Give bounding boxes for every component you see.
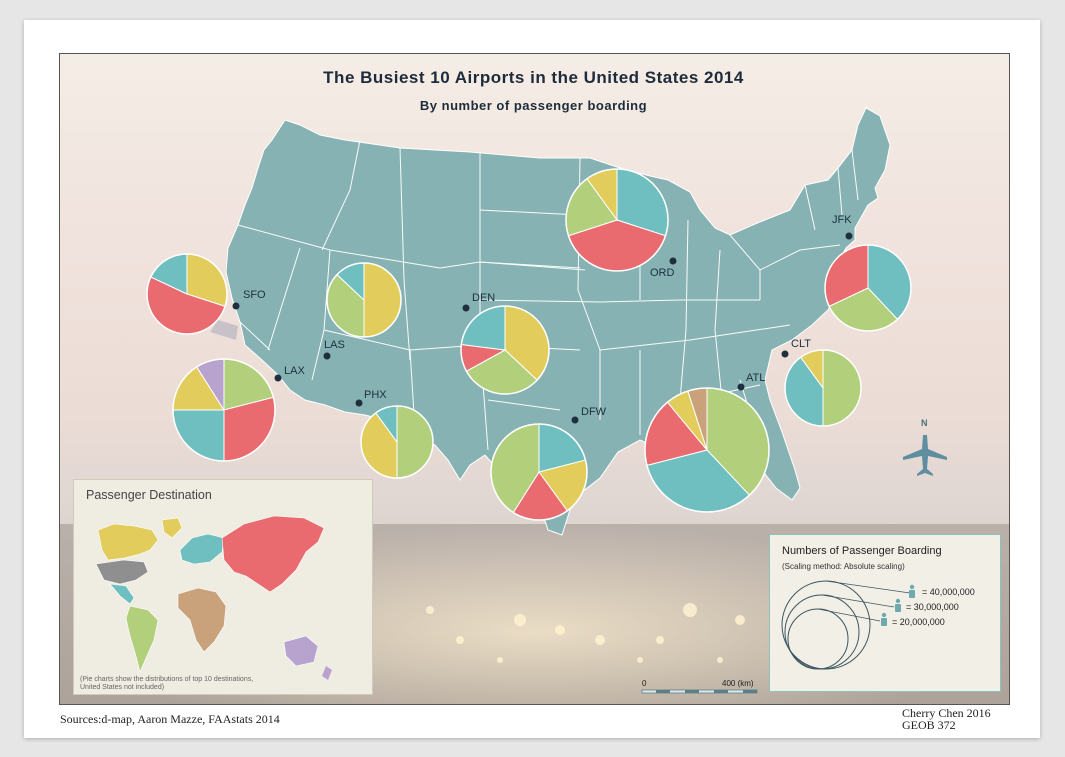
legend-graphic [781,580,915,670]
credit-course: GEOB 372 [902,718,956,732]
pie-outline-las [326,262,402,338]
airport-label-jfk: JFK [832,214,852,226]
region-central-america [109,583,135,605]
map-title: The Busiest 10 Airports in the United St… [323,68,744,87]
airport-label-ord: ORD [650,267,675,279]
pie-charts [146,168,912,521]
world-map [95,515,332,680]
airport-dot-den [462,304,470,312]
pie-outline-ord [565,168,669,272]
credit-block: Cherry Chen 2016 GEOB 372 [902,707,991,731]
legend-circle-20m [787,608,849,670]
inset-note-line-1: (Pie charts show the distributions of to… [80,676,254,683]
pie-outline-phx [360,405,434,479]
legend-circle-40m [781,580,871,670]
inset-note-line-2: United States not included) [80,684,165,691]
region-africa [177,587,227,653]
region-oceania [283,635,319,667]
legend-value-20m: = 20,000,000 [892,617,945,627]
airport-dot-sfo [232,302,240,310]
legend-value-40m: = 40,000,000 [922,587,975,597]
legend-circle-30m [784,594,860,670]
airport-dot-atl [737,383,745,391]
pie-outline-clt [784,349,862,427]
airport-dot-lax [274,374,282,382]
airport-dot-phx [355,399,363,407]
legend-value-30m: = 30,000,000 [906,602,959,612]
runway-lights [426,596,784,663]
pie-outline-den [460,305,550,395]
inset-note: (Pie charts show the distributions of to… [80,676,300,692]
sfo-pie-connector [210,320,238,340]
legend-title: Numbers of Passenger Boarding [782,545,942,557]
airport-label-sfo: SFO [243,289,266,301]
pie-outline-jfk [824,244,912,332]
airport-label-lax: LAX [284,365,305,377]
pie-outline-atl [644,387,770,513]
pie-outline-lax [172,358,276,462]
region-north-america [97,523,159,561]
destination-inset: Passenger Destination (Pie charts show t… [73,479,373,695]
credit-author: Cherry Chen 2016 [902,706,991,720]
pie-slice-clt-0 [822,349,862,427]
legend-subtitle: (Scaling method: Absolute scaling) [782,562,905,571]
pie-outline-sfo [146,253,228,335]
region-south-america [125,605,159,673]
map-subtitle: By number of passenger boarding [419,98,648,113]
scale-end-label: 400 (km) [722,679,754,688]
region-new-zealand [322,666,332,680]
region-greenland [161,517,183,539]
scale-start-label: 0 [642,679,647,688]
inset-title: Passenger Destination [86,488,212,502]
us-map [146,107,947,694]
airport-label-atl: ATL [746,372,766,384]
person-icons [881,584,915,626]
region-europe [179,533,225,565]
north-arrow-plane-icon [903,435,947,476]
north-label: N [921,418,928,428]
airport-dot-dfw [571,416,579,424]
scale-bar [641,689,758,694]
airport-dot-las [323,352,331,360]
us-landmass [225,107,891,536]
size-legend: Numbers of Passenger Boarding (Scaling m… [769,534,1001,692]
airport-dot-clt [781,350,789,358]
airport-dots [232,232,853,424]
sources-text: Sources:d-map, Aaron Mazze, FAAstats 201… [60,712,280,726]
region-united-states [95,559,149,585]
airport-label-las: LAS [324,339,345,351]
airport-label-phx: PHX [364,389,387,401]
airport-dot-jfk [845,232,853,240]
region-asia [221,515,325,593]
airport-label-dfw: DFW [581,406,607,418]
airport-label-clt: CLT [791,338,811,350]
airport-label-den: DEN [472,292,496,304]
pie-outline-dfw [490,423,588,521]
airport-dot-ord [669,257,677,265]
